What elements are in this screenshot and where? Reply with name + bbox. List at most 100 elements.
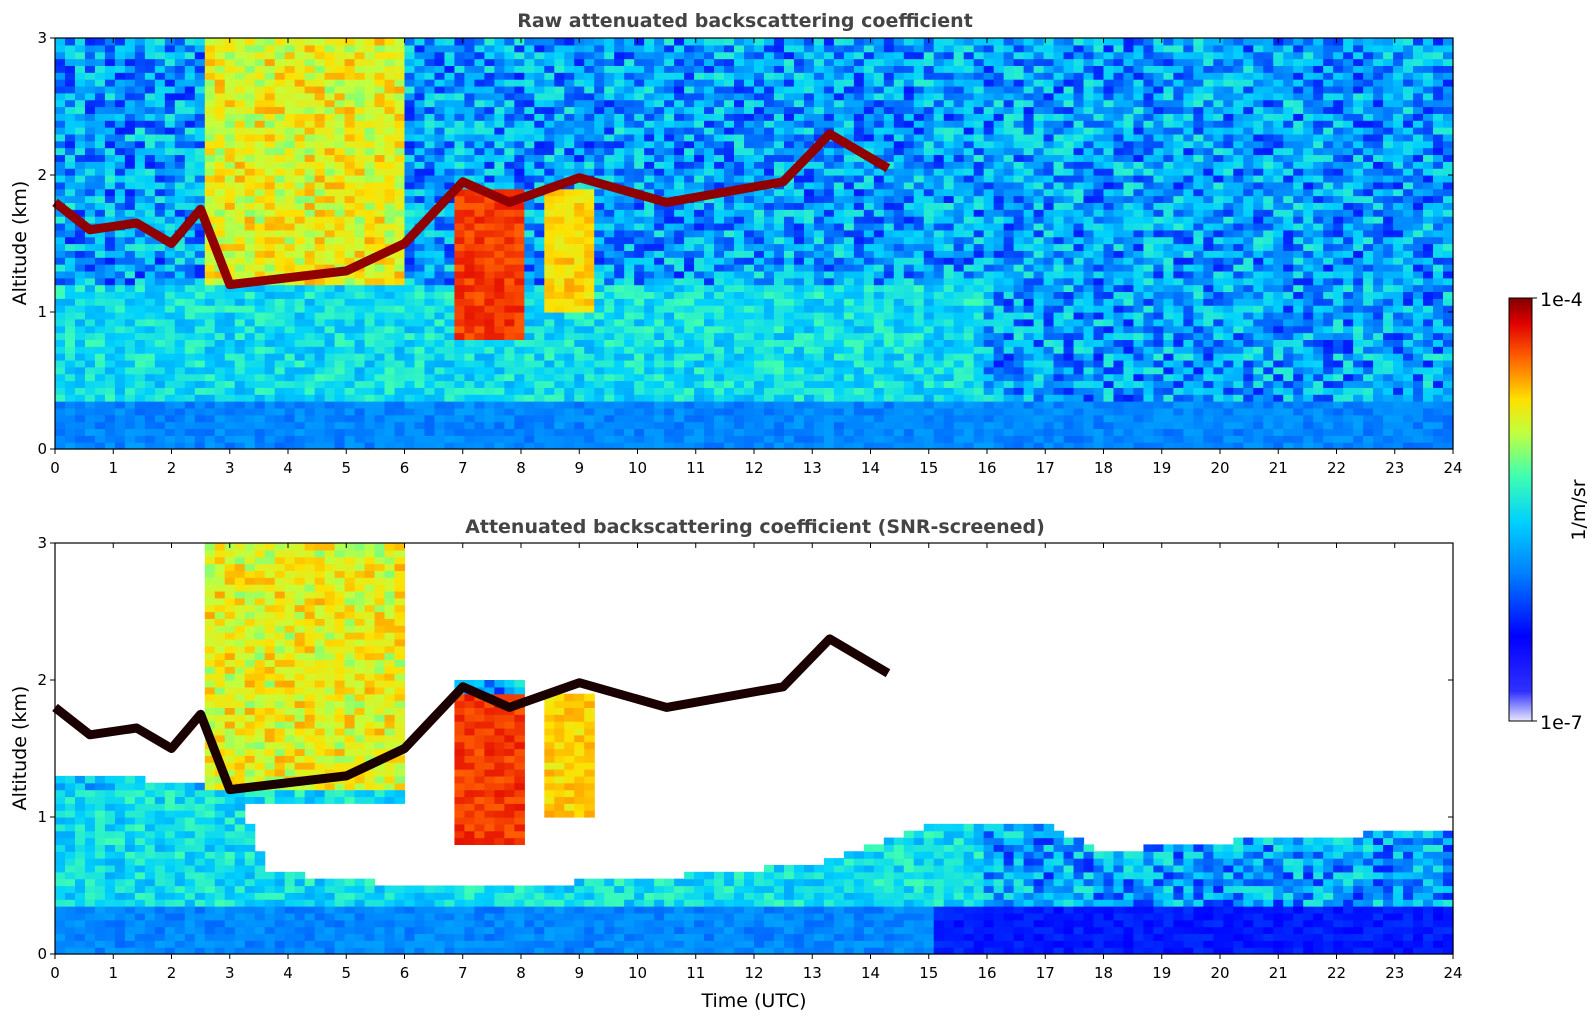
heatmap-cell [294,305,306,313]
heatmap-cell [64,346,76,354]
heatmap-cell [364,312,376,320]
heatmap-cell [244,175,256,183]
heatmap-cell [274,65,286,73]
heatmap-cell [214,92,226,101]
heatmap-cell [354,175,366,183]
heatmap-cell [274,339,286,347]
heatmap-cell [594,195,605,203]
heatmap-cell [524,257,535,265]
heatmap-cell [823,154,835,162]
heatmap-cell [424,113,436,121]
heatmap-cell [524,353,535,361]
heatmap-cell [833,181,845,190]
heatmap-cell [544,65,555,73]
heatmap-cell [514,243,525,251]
heatmap-cell [783,435,795,443]
heatmap-cell [704,181,715,190]
heatmap-cell [314,401,326,409]
heatmap-cell [534,51,545,60]
heatmap-cell [714,133,725,142]
heatmap-cell [314,243,326,251]
heatmap-cell [524,92,535,101]
heatmap-cell [134,79,146,87]
heatmap-cell [134,113,146,121]
heatmap-cell [454,332,466,340]
heatmap-cell [534,133,545,142]
heatmap-cell [204,284,216,293]
heatmap-cell [464,414,475,423]
heatmap-cell [504,175,515,183]
heatmap-cell [414,188,426,197]
heatmap-cell [184,421,196,430]
heatmap-cell [64,257,76,265]
heatmap-cell [384,92,396,101]
heatmap-cell [344,339,356,347]
heatmap-cell [644,407,655,416]
heatmap-cell [783,305,795,313]
heatmap-cell [763,339,775,347]
heatmap-cell [754,442,765,450]
heatmap-cell [873,325,885,334]
heatmap-cell [534,147,545,156]
heatmap-cell [55,38,66,46]
heatmap-cell [843,366,855,375]
heatmap-cell [244,270,256,279]
heatmap-cell [853,38,865,46]
heatmap-cell [214,99,226,108]
heatmap-cell [624,181,635,190]
heatmap-cell [174,339,186,347]
heatmap-cell [74,243,86,251]
heatmap-cell [174,243,186,251]
heatmap-cell [763,318,775,327]
heatmap-cell [254,373,266,382]
heatmap-cell [773,202,785,210]
heatmap-cell [754,85,765,94]
heatmap-cell [564,387,575,395]
heatmap-cell [624,161,635,169]
heatmap-cell [694,106,705,114]
heatmap-cell [833,106,845,114]
heatmap-cell [554,428,565,436]
heatmap-cell [883,387,895,395]
heatmap-cell [304,394,316,402]
heatmap-cell [444,161,456,169]
heatmap-cell [294,332,306,340]
heatmap-cell [144,305,156,313]
heatmap-cell [434,236,446,245]
heatmap-cell [644,394,655,402]
heatmap-cell [64,298,76,306]
heatmap-cell [873,380,885,388]
heatmap-cell [644,147,655,156]
heatmap-cell [444,243,456,251]
heatmap-cell [744,353,755,361]
heatmap-cell [104,257,116,265]
heatmap-cell [664,428,675,436]
heatmap-cell [484,325,495,334]
heatmap-cell [164,195,176,203]
heatmap-cell [853,113,865,121]
heatmap-cell [224,414,236,423]
heatmap-cell [634,312,645,320]
heatmap-cell [793,312,805,320]
heatmap-cell [154,373,166,382]
heatmap-cell [234,318,246,327]
heatmap-cell [634,161,645,169]
heatmap-cell [114,270,126,279]
heatmap-cell [134,325,146,334]
heatmap-cell [564,113,575,121]
heatmap-cell [424,229,436,238]
heatmap-cell [284,442,296,450]
heatmap-cell [783,65,795,73]
heatmap-cell [284,264,296,272]
heatmap-cell [464,442,475,450]
heatmap-cell [724,291,735,299]
heatmap-cell [194,380,206,388]
heatmap-cell [873,284,885,293]
heatmap-cell [604,277,615,286]
heatmap-cell [783,85,795,94]
heatmap-cell [384,257,396,265]
heatmap-cell [474,318,485,327]
heatmap-cell [744,264,755,272]
heatmap-cell [364,195,376,203]
heatmap-cell [444,236,456,245]
